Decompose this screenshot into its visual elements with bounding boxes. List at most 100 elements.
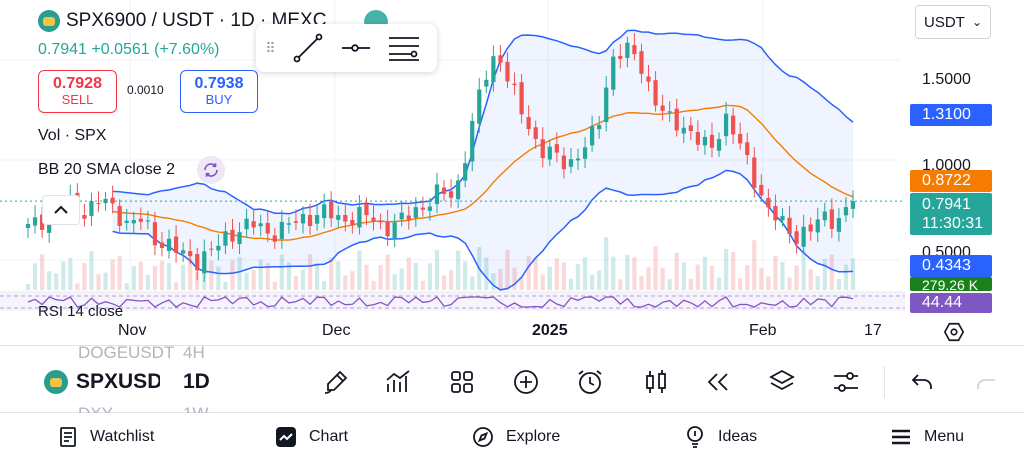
redo-icon[interactable]: [970, 366, 1002, 398]
candle-body: [138, 218, 143, 222]
nav-ideas[interactable]: Ideas: [684, 413, 757, 461]
rsi-indicator-label[interactable]: RSI 14 close: [38, 303, 124, 320]
settings-lines-icon[interactable]: [380, 28, 428, 68]
sell-button[interactable]: 0.7928 SELL: [38, 70, 117, 113]
ghost-interval-below: 1W: [183, 404, 209, 413]
candle-body: [589, 126, 595, 146]
toolbar-interval-button[interactable]: 1D: [183, 370, 210, 393]
horizontal-ray-icon[interactable]: [332, 28, 380, 68]
volume-bar: [773, 256, 778, 290]
volume-bar: [75, 283, 80, 290]
candle-body: [329, 201, 334, 219]
time-label-nov: Nov: [118, 322, 147, 339]
volume-bar: [152, 265, 158, 290]
candle-body: [653, 80, 658, 106]
replay-icon[interactable]: [702, 366, 734, 398]
volume-bar: [237, 257, 242, 290]
volume-bar: [448, 270, 454, 290]
candle-body: [519, 82, 524, 115]
undo-icon[interactable]: [906, 366, 938, 398]
candle-body: [836, 218, 842, 232]
sliders-icon[interactable]: [830, 366, 862, 398]
volume-bar: [653, 246, 658, 290]
alarm-icon[interactable]: [574, 366, 606, 398]
currency-select[interactable]: USDT ⌄: [915, 5, 991, 39]
volume-bar: [829, 254, 834, 290]
indicators-icon[interactable]: [382, 366, 414, 398]
candle-body: [279, 221, 284, 239]
plus-circle-icon[interactable]: [510, 366, 542, 398]
grip-icon[interactable]: ⠿: [265, 39, 275, 56]
drawing-toolbar[interactable]: ⠿: [256, 24, 437, 72]
candle-body: [674, 108, 679, 131]
volume-bar: [357, 250, 362, 290]
nav-ideas-label: Ideas: [718, 428, 758, 445]
candle-body: [300, 213, 306, 224]
candles-icon[interactable]: [640, 366, 672, 398]
candle-body: [702, 136, 708, 146]
chart-settings-icon[interactable]: [943, 321, 965, 343]
candlestick-chart[interactable]: [0, 0, 1024, 345]
volume-bar: [731, 252, 736, 290]
candle-body: [709, 134, 715, 148]
volume-bar: [780, 261, 785, 290]
volume-bar: [392, 274, 397, 290]
volume-bar: [329, 257, 334, 290]
volume-bar: [406, 257, 411, 290]
candle-body: [738, 133, 743, 144]
chart-toolbar: [0, 345, 1024, 413]
candle-body: [307, 215, 313, 227]
candle-body: [716, 139, 722, 151]
refresh-icon[interactable]: [197, 156, 225, 184]
volume-bar: [286, 262, 292, 290]
bb-basis-tag: 0.8722: [910, 170, 992, 192]
candle-body: [216, 245, 221, 251]
volume-tag: 279.26 K: [910, 277, 992, 291]
price-change: +0.0561: [91, 41, 150, 58]
brush-icon[interactable]: [320, 366, 352, 398]
nav-chart[interactable]: Chart: [275, 413, 348, 461]
volume-bar: [597, 270, 602, 290]
nav-explore[interactable]: Explore: [472, 413, 560, 461]
volume-bar: [272, 281, 277, 290]
volume-bar: [618, 279, 623, 290]
volume-bar: [674, 252, 679, 290]
volume-bar: [307, 254, 313, 290]
grid-icon[interactable]: [446, 366, 478, 398]
volume-bar: [279, 254, 284, 290]
volume-indicator-label[interactable]: Vol · SPX: [38, 127, 107, 144]
candle-body: [117, 205, 122, 226]
spread-value: 0.0010: [127, 83, 164, 97]
candle-body: [808, 224, 813, 232]
candle-body: [195, 253, 200, 271]
volume-bar: [843, 264, 849, 290]
volume-bar: [166, 262, 172, 290]
volume-bar: [68, 257, 73, 290]
nav-watchlist[interactable]: Watchlist: [58, 413, 154, 461]
candle-body: [89, 201, 94, 216]
volume-bar: [547, 266, 552, 290]
candle-body: [96, 203, 101, 205]
bollinger-indicator-label[interactable]: BB 20 SMA close 2: [38, 161, 175, 178]
volume-bar: [808, 269, 813, 290]
candle-body: [484, 79, 489, 87]
volume-bar: [766, 276, 771, 290]
trend-line-icon[interactable]: [284, 28, 332, 68]
buy-button[interactable]: 0.7938 BUY: [180, 70, 258, 113]
bb-lower-tag: 0.4343: [910, 255, 992, 277]
candle-body: [604, 87, 609, 123]
candle-body: [829, 209, 834, 229]
volume-bar: [300, 269, 306, 290]
toolbar-symbol-button[interactable]: SPXUSDT: [44, 370, 160, 394]
layers-icon[interactable]: [766, 366, 798, 398]
volume-bar: [604, 237, 609, 290]
candle-body: [364, 203, 369, 216]
chart-area[interactable]: SPX6900 / USDT · 1D · MEXC 0.7941 +0.056…: [0, 0, 1024, 345]
candle-body: [787, 217, 792, 235]
candle-body: [350, 219, 355, 225]
candle-body: [131, 220, 136, 224]
collapse-legend-button[interactable]: [42, 195, 80, 225]
volume-bar: [611, 256, 616, 290]
nav-menu[interactable]: Menu: [890, 413, 964, 461]
volume-bar: [702, 256, 708, 290]
